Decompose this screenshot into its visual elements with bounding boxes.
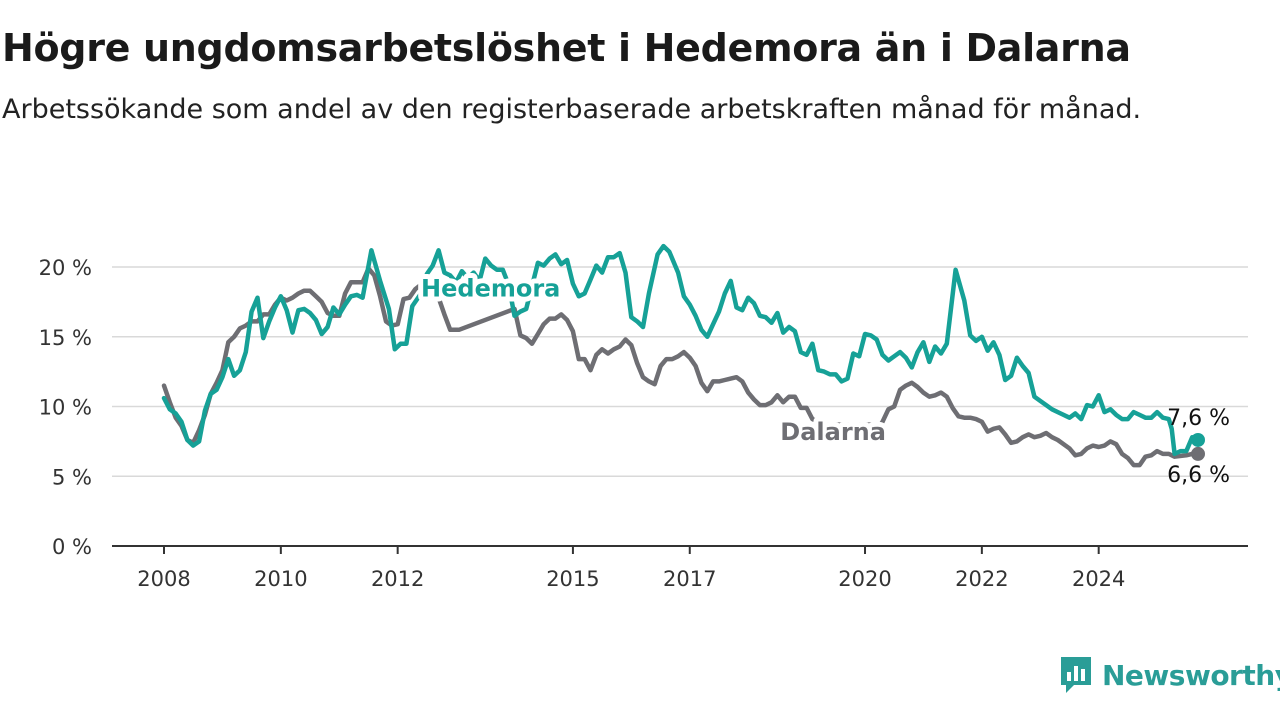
y-tick-label: 0 % — [52, 535, 92, 559]
series-line-dalarna — [161, 266, 1201, 468]
end-value-label-dalarna: 6,6 % — [1167, 463, 1230, 488]
x-tick-label: 2015 — [546, 567, 599, 591]
bar-chart-speech-icon — [1061, 657, 1091, 693]
series-label-hedemora: Hedemora — [421, 274, 560, 302]
chart-title: Högre ungdomsarbetslöshet i Hedemora än … — [2, 26, 1131, 70]
brand-name: Newsworthy — [1102, 658, 1280, 692]
newsworthy-logo: Newsworthy — [1058, 654, 1280, 696]
x-tick-label: 2022 — [955, 567, 1008, 591]
chart-subtitle: Arbetssökande som andel av den registerb… — [2, 94, 1142, 125]
x-tick-label: 2024 — [1072, 567, 1125, 591]
end-point-hedemora — [1191, 432, 1205, 447]
y-tick-label: 5 % — [52, 465, 92, 489]
series-lines — [161, 243, 1205, 468]
x-tick-label: 2012 — [371, 567, 424, 591]
x-tick-label: 2008 — [137, 567, 190, 591]
x-axis: 2008 2010 2012 2015 2017 2020 2022 2024 — [112, 545, 1248, 591]
end-point-dalarna — [1191, 446, 1205, 461]
x-tick-label: 2017 — [663, 567, 716, 591]
series-label-hedemora-halo: Hedemora — [421, 274, 560, 302]
series-label-dalarna-halo: Dalarna — [780, 418, 886, 446]
series-line-hedemora — [161, 243, 1201, 457]
grid-lines — [112, 266, 1248, 477]
y-tick-label: 10 % — [39, 396, 92, 420]
x-tick-label: 2010 — [254, 567, 307, 591]
series-label-dalarna: Dalarna — [780, 418, 886, 446]
x-tick-label: 2020 — [838, 567, 891, 591]
y-axis-ticks: 0 % 5 % 10 % 15 % 20 % — [39, 256, 92, 559]
y-tick-label: 20 % — [39, 256, 92, 280]
y-tick-label: 15 % — [39, 326, 92, 350]
end-value-label-hedemora: 7,6 % — [1167, 406, 1230, 431]
